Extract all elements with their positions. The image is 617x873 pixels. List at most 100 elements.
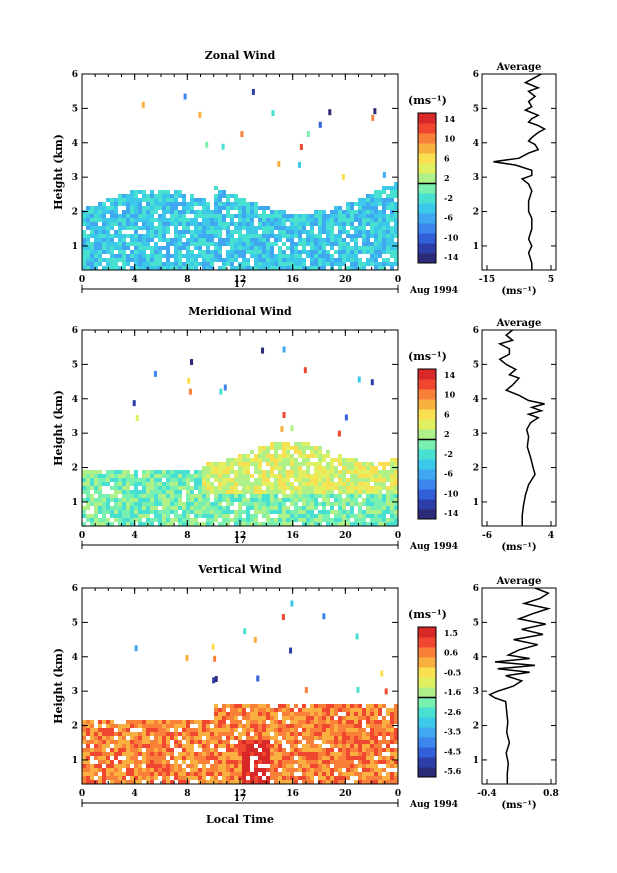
heat-cell: [86, 238, 90, 242]
heat-cell: [374, 266, 378, 270]
heat-cell: [202, 242, 206, 246]
heat-cell: [202, 502, 206, 506]
heat-cell: [302, 238, 306, 242]
heat-cell: [162, 772, 166, 776]
heat-cell: [150, 246, 154, 250]
heat-cell: [82, 258, 86, 262]
heat-cell: [318, 720, 322, 724]
panel-title: Vertical Wind: [197, 563, 282, 576]
heat-cell: [134, 246, 138, 250]
heat-cell: [146, 202, 150, 206]
heat-cell: [190, 522, 194, 526]
heat-cell: [298, 756, 302, 760]
heat-cell: [294, 462, 298, 466]
heat-cell: [274, 210, 278, 214]
heat-cell: [330, 744, 334, 748]
heat-cell: [378, 720, 382, 724]
heat-cell: [246, 246, 250, 250]
heat-cell: [86, 250, 90, 254]
heat-cell: [154, 486, 158, 490]
heat-cell: [310, 258, 314, 262]
heat-cell: [158, 194, 162, 198]
heat-cell: [182, 780, 186, 784]
heat-cell: [114, 764, 118, 768]
heat-cell: [342, 764, 346, 768]
heat-cell: [362, 708, 366, 712]
heat-cell: [338, 514, 342, 518]
heat-cell: [134, 502, 138, 506]
heat-cell: [198, 470, 202, 474]
heat-cell: [342, 466, 346, 470]
heat-cell: [242, 226, 246, 230]
heat-cell: [242, 250, 246, 254]
avg-y-tick-label: 4: [473, 139, 479, 149]
heat-cell: [134, 764, 138, 768]
heat-cell: [350, 720, 354, 724]
heat-cell: [170, 494, 174, 498]
heat-cell: [378, 226, 382, 230]
colorbar-tick-label: 2: [444, 173, 450, 183]
heat-cell: [158, 768, 162, 772]
heat-cell: [254, 736, 258, 740]
heat-cell: [102, 210, 106, 214]
heat-cell: [170, 478, 174, 482]
heat-cell: [278, 218, 282, 222]
heat-cell: [186, 210, 190, 214]
heat-cell: [394, 756, 398, 760]
heat-cell: [302, 498, 306, 502]
heat-cell: [166, 218, 170, 222]
heat-cell: [330, 768, 334, 772]
heat-cell: [382, 486, 386, 490]
heat-cell: [346, 250, 350, 254]
heat-cell: [230, 206, 234, 210]
heat-cell: [282, 486, 286, 490]
heat-cell: [310, 780, 314, 784]
heat-cell: [246, 720, 250, 724]
heat-cell: [130, 222, 134, 226]
heat-cell: [270, 772, 274, 776]
heat-cell: [262, 258, 266, 262]
heat-cell: [102, 720, 106, 724]
heat-cell: [318, 780, 322, 784]
heat-cell: [218, 258, 222, 262]
heat-cell: [90, 498, 94, 502]
heat-cell: [166, 498, 170, 502]
heat-cell: [314, 238, 318, 242]
heat-cell: [330, 740, 334, 744]
heat-cell: [142, 498, 146, 502]
heat-cell: [382, 732, 386, 736]
heat-cell: [282, 454, 286, 458]
heat-cell: [310, 518, 314, 522]
heat-cell: [138, 254, 142, 258]
heat-cell: [86, 518, 90, 522]
heat-cell: [146, 752, 150, 756]
heat-cell: [358, 506, 362, 510]
heat-cell: [242, 474, 246, 478]
heat-cell: [282, 704, 286, 708]
heat-cell: [146, 214, 150, 218]
heat-cell: [226, 494, 230, 498]
heat-cell: [182, 194, 186, 198]
heat-cell: [246, 258, 250, 262]
heat-cell: [178, 230, 182, 234]
heat-cell: [154, 226, 158, 230]
heat-cell: [90, 482, 94, 486]
heat-cell: [162, 728, 166, 732]
heat-cell: [218, 254, 222, 258]
heat-cell: [326, 450, 330, 454]
heat-cell: [222, 708, 226, 712]
colorbar-swatch: [418, 153, 436, 164]
heat-cell: [342, 760, 346, 764]
heat-cell: [106, 502, 110, 506]
heat-cell: [126, 198, 130, 202]
heat-cell: [266, 262, 270, 266]
heat-cell: [238, 494, 242, 498]
colorbar-tick-label: -0.5: [444, 667, 461, 677]
heat-cell: [254, 458, 258, 462]
heat-cell: [346, 218, 350, 222]
heat-cell: [390, 206, 394, 210]
heat-cell: [194, 768, 198, 772]
heat-cell: [314, 494, 318, 498]
heat-cell: [394, 748, 398, 752]
